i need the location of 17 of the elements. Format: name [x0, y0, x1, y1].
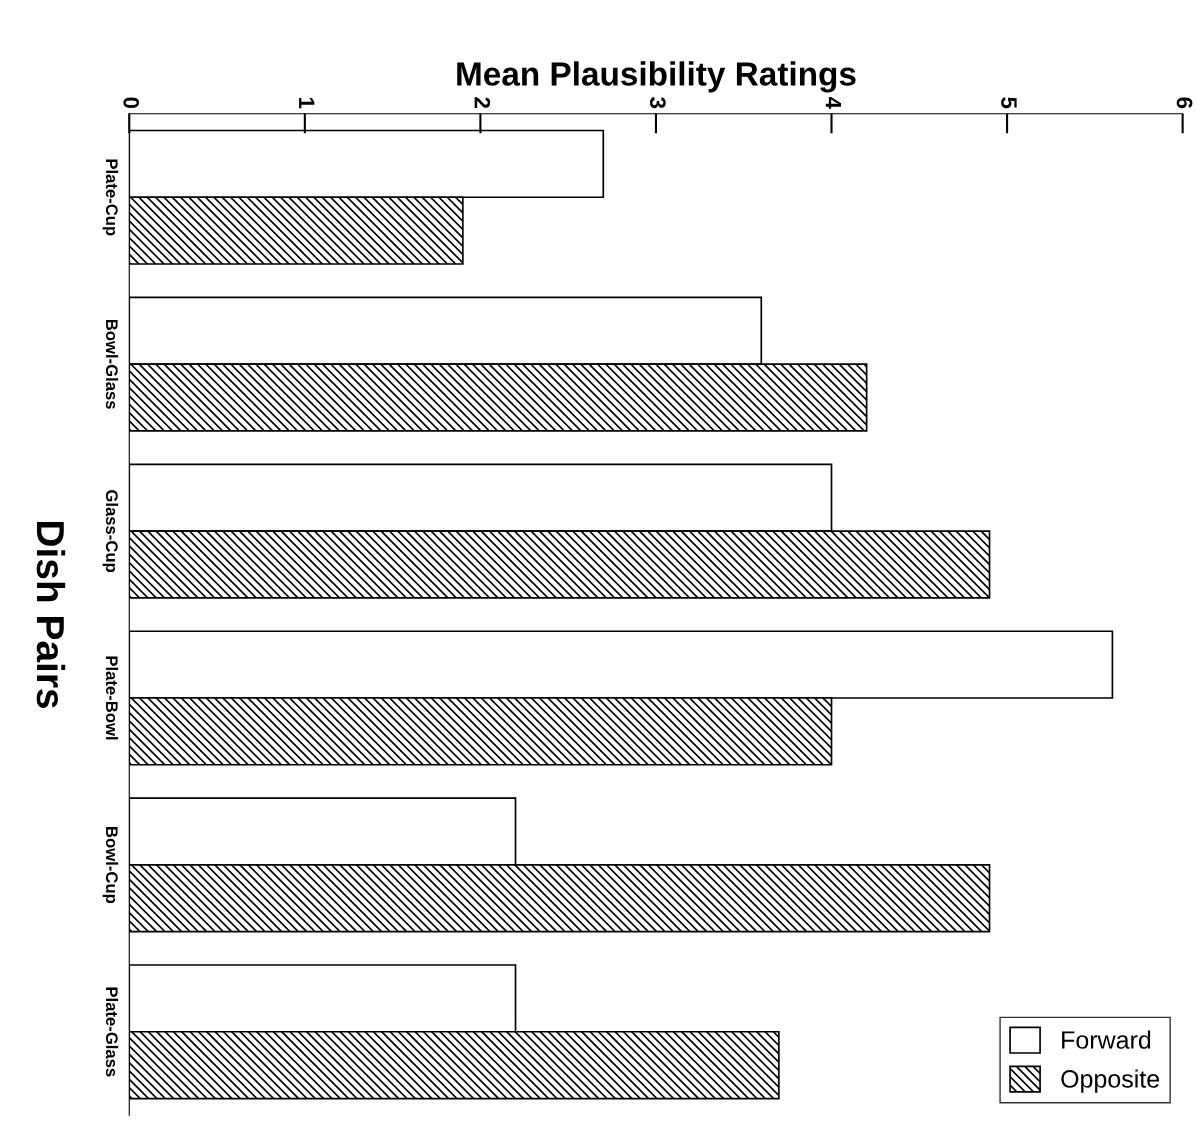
x-tick-label: 0: [123, 97, 140, 109]
x-tick-label: 2: [474, 97, 491, 109]
x-axis-title: Mean Plausibility Ratings: [457, 61, 856, 93]
x-tick-label: 3: [649, 97, 666, 109]
y-tick-label: Plate-Bowl: [105, 656, 119, 740]
y-tick-label: Plate-Cup: [102, 159, 119, 236]
y-axis-title: Dish Pairs: [36, 522, 66, 709]
legend-label: Opposite: [1061, 1069, 1160, 1093]
x-tick-label: 5: [1001, 97, 1017, 109]
y-tick-label: Bowl-Cup: [102, 827, 119, 904]
y-tick-label: Glass-Cup: [102, 490, 119, 573]
x-tick-label: 4: [825, 96, 842, 109]
x-tick-label: 6: [1176, 97, 1193, 109]
legend-label: Forward: [1062, 1030, 1151, 1049]
y-tick-label: Plate-Glass: [105, 987, 119, 1077]
y-tick-label: Bowl-Glass: [105, 319, 119, 409]
x-tick-label: 1: [299, 97, 315, 109]
